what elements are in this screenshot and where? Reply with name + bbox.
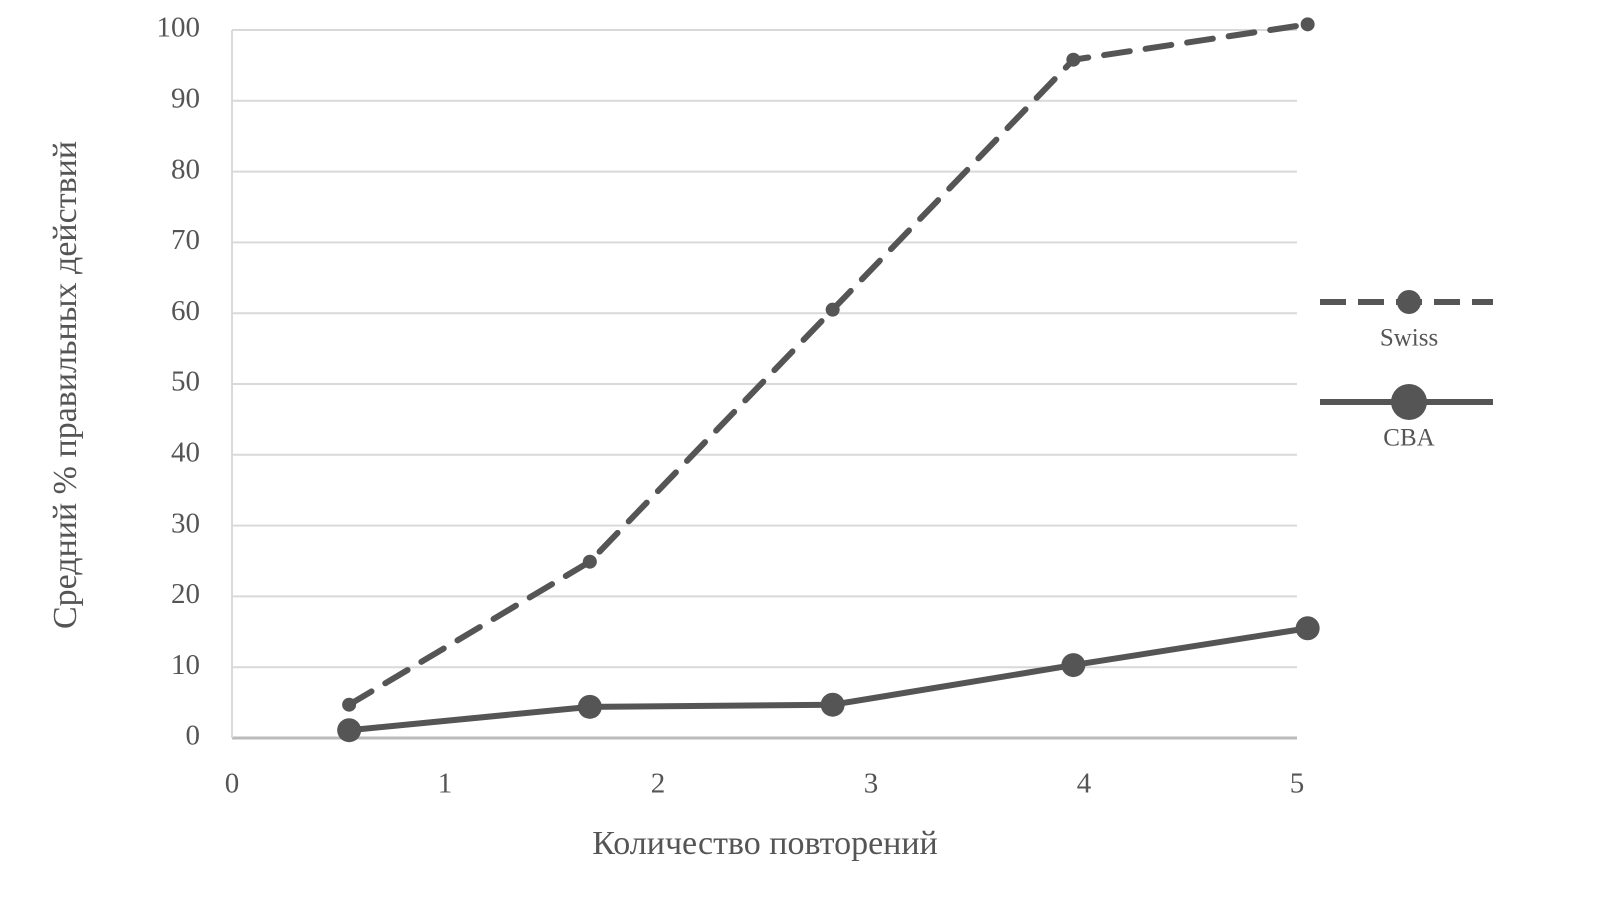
x-tick-label: 0 bbox=[225, 768, 240, 800]
data-point bbox=[342, 697, 357, 712]
legend-marker bbox=[1391, 384, 1427, 420]
y-tick-label: 70 bbox=[171, 224, 200, 256]
data-point bbox=[1061, 653, 1086, 678]
data-point bbox=[820, 692, 845, 717]
x-axis-title: Количество повторений bbox=[592, 825, 938, 862]
y-tick-label: 20 bbox=[171, 578, 200, 610]
data-point bbox=[1300, 17, 1315, 32]
data-point bbox=[582, 554, 597, 569]
y-tick-label: 60 bbox=[171, 295, 200, 327]
data-point bbox=[1066, 52, 1081, 67]
data-point bbox=[1295, 616, 1320, 641]
x-tick-label: 5 bbox=[1290, 768, 1305, 800]
data-point bbox=[337, 718, 362, 743]
x-tick-label: 1 bbox=[438, 768, 453, 800]
data-point bbox=[825, 302, 840, 317]
legend-label: Swiss bbox=[1380, 325, 1438, 352]
y-tick-label: 90 bbox=[171, 82, 200, 114]
x-tick-label: 3 bbox=[864, 768, 879, 800]
legend-marker bbox=[1397, 290, 1421, 314]
y-tick-label: 40 bbox=[171, 436, 200, 468]
y-tick-label: 10 bbox=[171, 649, 200, 681]
x-tick-label: 4 bbox=[1077, 768, 1092, 800]
y-axis-title: Средний % правильных действий bbox=[47, 141, 84, 629]
y-tick-label: 80 bbox=[171, 153, 200, 185]
x-tick-label: 2 bbox=[651, 768, 666, 800]
y-tick-label: 50 bbox=[171, 366, 200, 398]
series-line bbox=[346, 21, 1311, 708]
data-point bbox=[577, 694, 602, 719]
y-tick-label: 100 bbox=[157, 12, 201, 44]
legend-label: CBA bbox=[1383, 425, 1434, 452]
y-tick-label: 30 bbox=[171, 507, 200, 539]
y-tick-label: 0 bbox=[186, 720, 201, 752]
